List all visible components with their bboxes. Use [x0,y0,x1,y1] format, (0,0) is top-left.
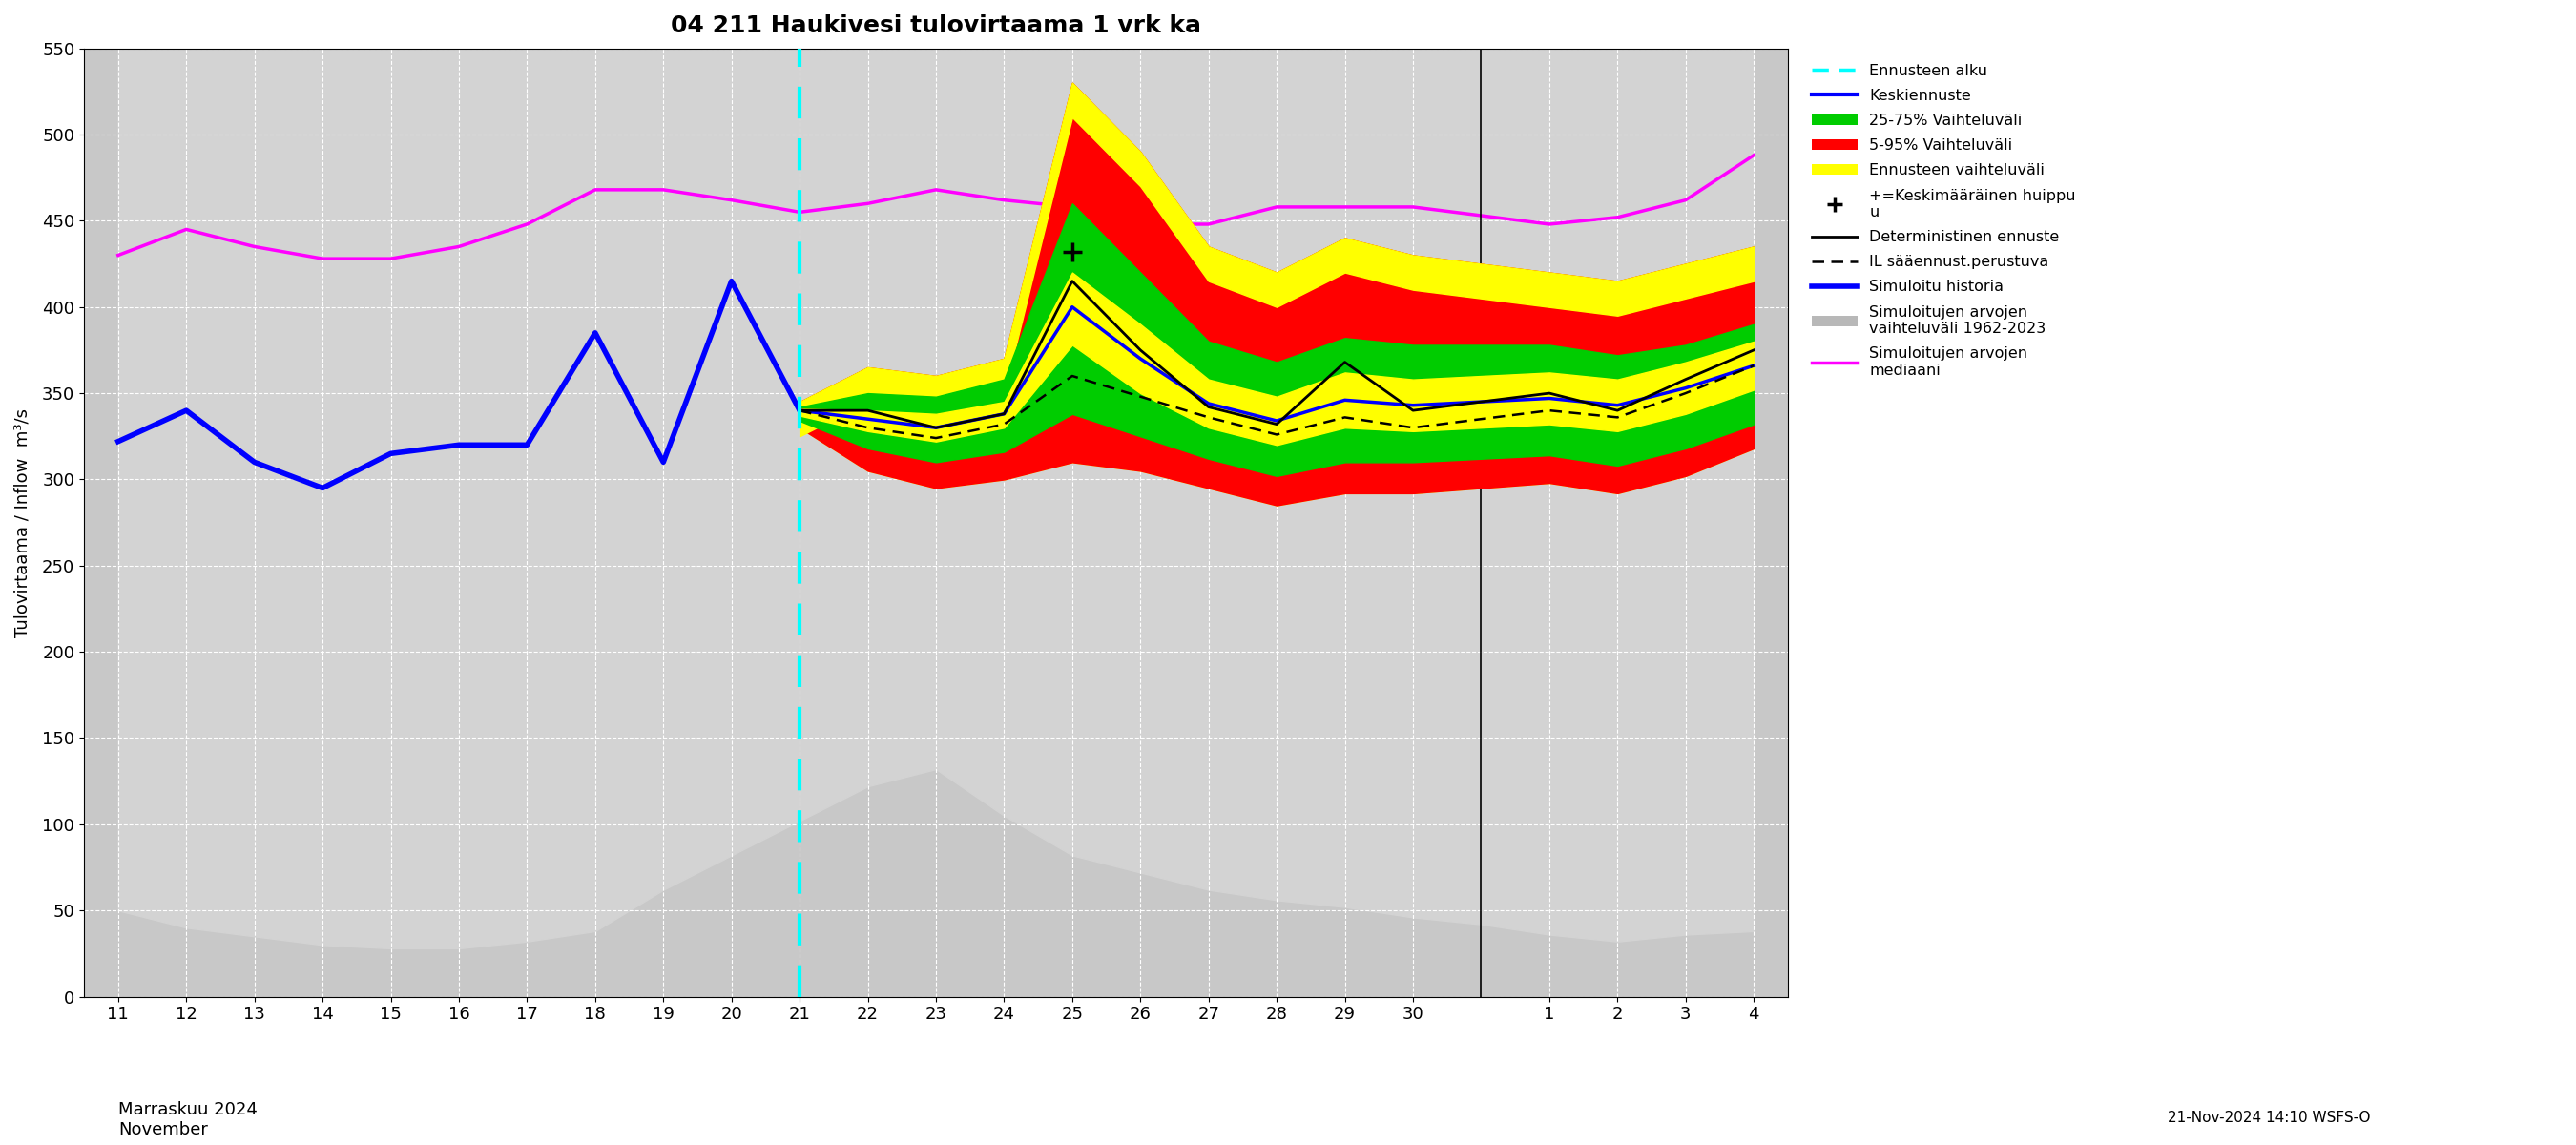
Legend: Ennusteen alku, Keskiennuste, 25-75% Vaihteluväli, 5-95% Vaihteluväli, Ennusteen: Ennusteen alku, Keskiennuste, 25-75% Vai… [1803,56,2084,385]
Text: 21-Nov-2024 14:10 WSFS-O: 21-Nov-2024 14:10 WSFS-O [2166,1111,2370,1124]
Text: Marraskuu 2024
November: Marraskuu 2024 November [118,1101,258,1138]
Title: 04 211 Haukivesi tulovirtaama 1 vrk ka: 04 211 Haukivesi tulovirtaama 1 vrk ka [670,14,1200,37]
Y-axis label: Tulovirtaama / Inflow  m³/s: Tulovirtaama / Inflow m³/s [15,408,31,637]
